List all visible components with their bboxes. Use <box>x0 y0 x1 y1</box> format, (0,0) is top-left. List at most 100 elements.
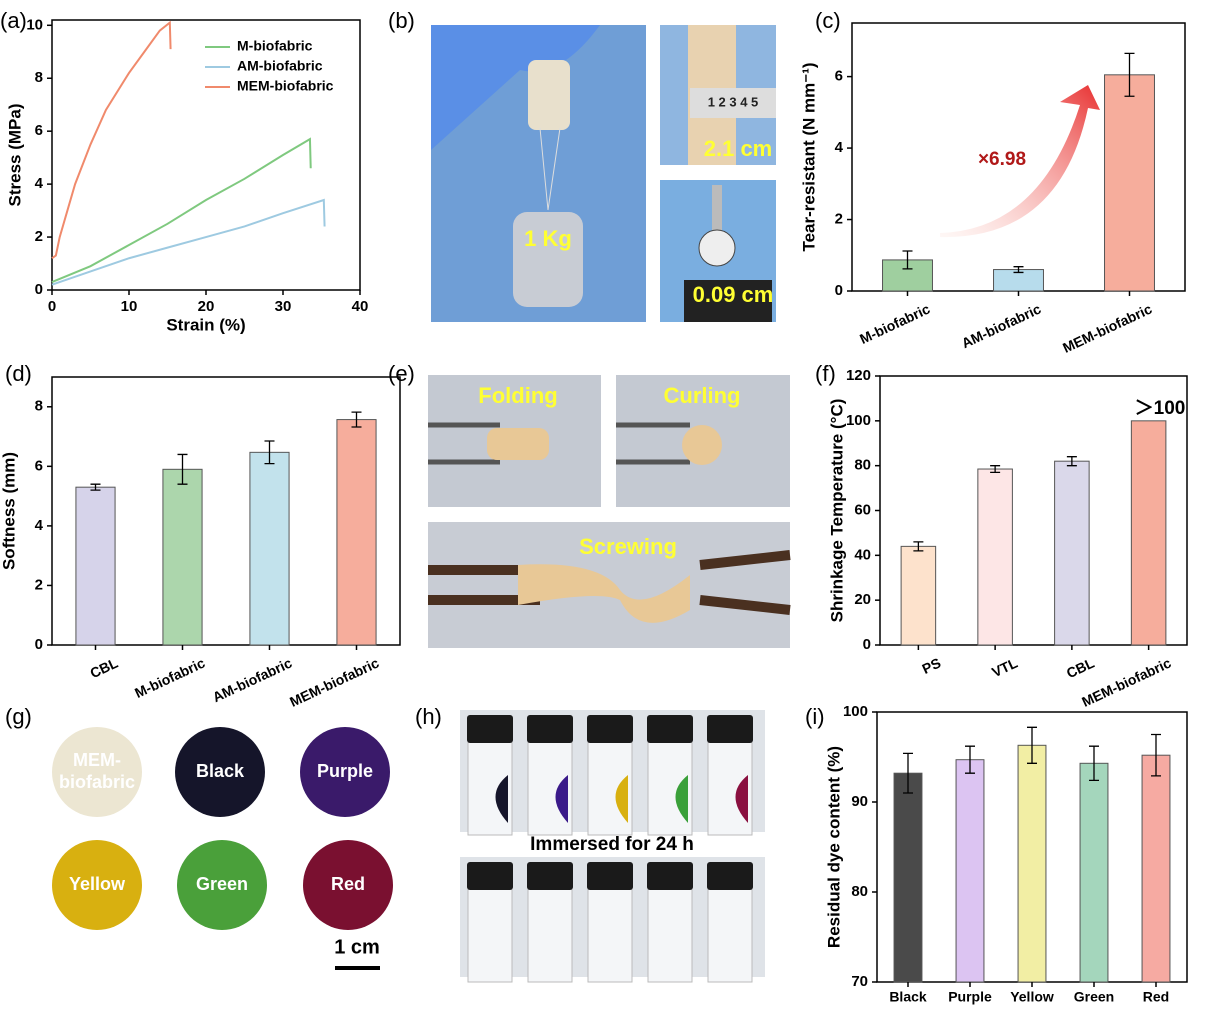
plot-frame <box>51 376 401 646</box>
y-tick-label: 6 <box>835 68 843 85</box>
error-bar <box>264 440 275 465</box>
bar <box>977 468 1013 646</box>
gauge <box>712 185 722 245</box>
error-bar <box>1066 456 1077 467</box>
x-axis-label: Strain (%) <box>166 315 245 334</box>
y-tick-label: 20 <box>854 591 871 608</box>
sample <box>518 564 690 623</box>
y-tick-label: 8 <box>35 69 43 86</box>
cap <box>467 715 513 743</box>
sample-label: MEM- <box>73 750 121 770</box>
panel-label: (c) <box>815 8 841 33</box>
y-tick-label: 2 <box>835 211 843 228</box>
tweezer <box>428 422 500 465</box>
x-tick-label: MEM-biofabric <box>1060 300 1154 355</box>
cap <box>467 862 513 890</box>
error-bar <box>990 465 1001 474</box>
panel-label: (b) <box>388 8 415 33</box>
cap <box>527 715 573 743</box>
sample-label: biofabric <box>59 772 135 792</box>
error-bar <box>902 250 913 270</box>
sample <box>52 727 142 817</box>
glove <box>431 25 600 150</box>
y-tick-label: 120 <box>846 367 871 384</box>
panel-label: (g) <box>5 704 32 729</box>
dyed-sample <box>675 775 688 823</box>
bar <box>75 486 116 646</box>
x-tick-label: CBL <box>87 654 120 681</box>
error-bar <box>90 483 101 491</box>
annotation: ×6.98 <box>978 149 1026 170</box>
x-tick-label: 30 <box>275 298 292 315</box>
error-bar <box>903 752 913 794</box>
sample <box>175 727 265 817</box>
sample <box>52 840 142 930</box>
y-axis-label: Shrinkage Temperature (°C) <box>827 399 846 623</box>
error-bar <box>1151 733 1161 777</box>
label: 2.1 cm <box>704 136 773 161</box>
y-tick-label: 0 <box>835 282 843 299</box>
y-tick-label: 90 <box>851 793 868 810</box>
panel-b: (b) 1 Kg 1 2 3 4 5 2.1 cm 0.09 cm <box>388 8 776 322</box>
y-tick-label: 2 <box>35 228 43 245</box>
x-tick-label: M-biofabric <box>132 654 207 700</box>
scale-label: 1 cm <box>334 936 380 958</box>
bar <box>955 759 985 983</box>
y-tick-label: 80 <box>851 883 868 900</box>
sample-label: Black <box>196 761 245 781</box>
y-axis-label: Tear-resistant (N mm⁻¹) <box>799 62 818 251</box>
error-bar <box>1124 52 1135 97</box>
label: Folding <box>478 383 557 408</box>
y-tick-label: 80 <box>854 457 871 474</box>
line <box>51 198 326 286</box>
error-bar <box>965 745 975 774</box>
x-tick-label: Red <box>1143 989 1169 1005</box>
tweezer <box>616 422 690 465</box>
line <box>51 20 172 260</box>
sample-label: Red <box>331 874 365 894</box>
vial <box>587 886 633 983</box>
vial <box>527 886 573 983</box>
label: Screwing <box>579 534 677 559</box>
bar <box>1054 460 1090 646</box>
sample <box>487 428 549 460</box>
sample <box>528 60 570 130</box>
vial <box>467 886 513 983</box>
cap <box>527 862 573 890</box>
x-tick-label: 10 <box>121 298 138 315</box>
x-tick-label: CBL <box>1064 654 1097 681</box>
y-tick-label: 70 <box>851 973 868 990</box>
dyed-sample <box>555 775 568 823</box>
y-tick-label: 8 <box>35 398 43 415</box>
y-axis-label: Softness (mm) <box>0 452 18 570</box>
y-tick-label: 60 <box>854 501 871 518</box>
y-tick-label: 4 <box>35 175 44 192</box>
legend-label: AM-biofabric <box>237 58 323 74</box>
bar <box>1141 754 1171 983</box>
bar <box>900 545 937 646</box>
legend-label: MEM-biofabric <box>237 78 334 94</box>
bar <box>162 468 203 646</box>
y-tick-label: 0 <box>863 636 871 653</box>
error-bar <box>1089 745 1099 782</box>
legend-label: M-biofabric <box>237 38 313 54</box>
panel-label: (h) <box>415 704 442 729</box>
x-tick-label: M-biofabric <box>857 300 932 346</box>
y-tick-label: 0 <box>35 636 43 653</box>
bar <box>1079 762 1109 983</box>
ruler-label: 1 2 3 4 5 <box>708 94 759 109</box>
vial <box>647 886 693 983</box>
y-axis-label: Residual dye content (%) <box>824 746 843 948</box>
x-tick-label: AM-biofabric <box>959 300 1043 351</box>
sample-label: Purple <box>317 761 373 781</box>
y-tick-label: 10 <box>26 16 43 33</box>
y-tick-label: 6 <box>35 122 43 139</box>
string <box>539 127 561 211</box>
y-tick-label: 100 <box>843 703 868 720</box>
dyed-sample <box>615 775 628 823</box>
caption: Immersed for 24 h <box>530 834 694 855</box>
y-tick-label: 2 <box>35 576 43 593</box>
x-tick-label: VTL <box>989 654 1020 680</box>
y-tick-label: 4 <box>835 139 844 156</box>
